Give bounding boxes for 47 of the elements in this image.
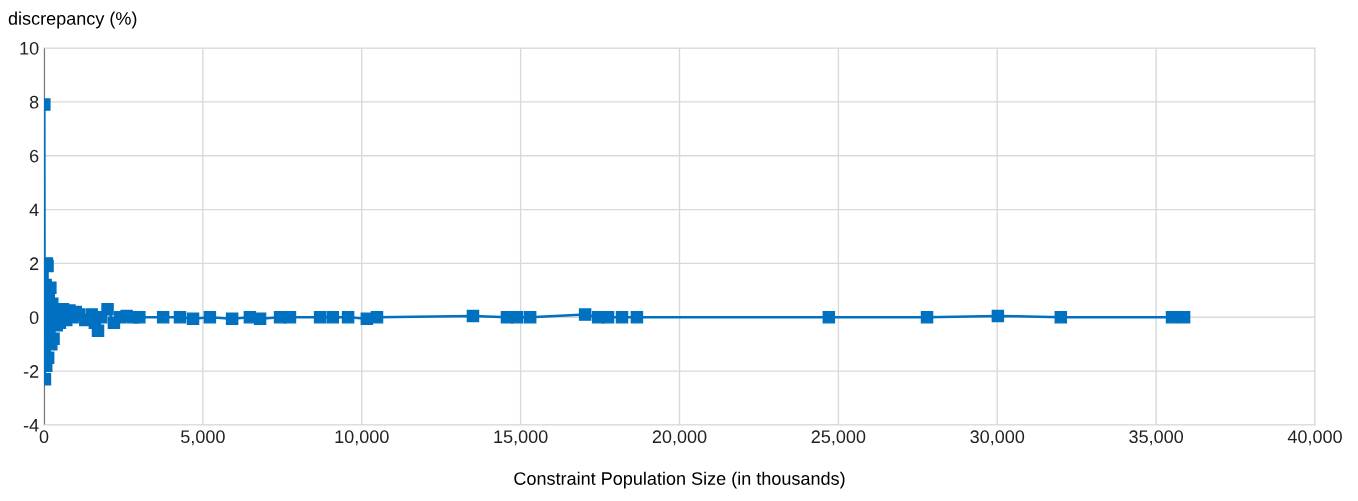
point	[341, 311, 355, 324]
x-tick-label: 25,000	[811, 430, 866, 446]
x-tick-label: 30,000	[970, 430, 1025, 446]
point	[920, 311, 934, 324]
point	[133, 311, 146, 324]
x-tick-label: 20,000	[652, 430, 707, 446]
point	[91, 324, 105, 338]
point	[1177, 311, 1191, 324]
point	[203, 311, 217, 324]
point	[47, 332, 60, 346]
point	[1165, 311, 1179, 324]
point	[523, 311, 537, 324]
y-tick-label: 0	[29, 311, 39, 325]
point	[313, 311, 327, 324]
point	[615, 311, 629, 324]
x-tick-label: 15,000	[494, 430, 548, 446]
point	[1054, 311, 1068, 324]
x-tick-label: 5,000	[181, 430, 225, 446]
point	[630, 311, 644, 324]
point	[173, 311, 187, 324]
x-tick-label: 40,000	[1287, 430, 1342, 446]
y-tick-label: -4	[23, 419, 39, 432]
point	[822, 311, 836, 324]
y-tick-label: 10	[20, 41, 39, 55]
point	[253, 312, 267, 325]
y-tick-label: 8	[29, 95, 39, 109]
y-tick-label: -2	[23, 365, 39, 378]
point	[991, 309, 1005, 323]
point	[578, 308, 592, 321]
point	[283, 311, 297, 324]
x-axis-title: Constraint Population Size (in thousands)	[514, 471, 845, 489]
y-tick-label: 6	[30, 149, 39, 163]
point	[370, 311, 384, 324]
x-tick-label: 0	[39, 430, 49, 444]
point	[156, 311, 170, 324]
point	[466, 309, 480, 323]
point	[326, 311, 340, 324]
point	[510, 311, 524, 324]
x-tick-label: 35,000	[1129, 430, 1184, 446]
point	[186, 312, 200, 325]
point	[101, 302, 114, 316]
point	[225, 312, 239, 325]
point	[601, 311, 615, 324]
y-tick-label: 2	[30, 257, 39, 270]
y-axis-title: discrepancy (%)	[8, 11, 137, 29]
y-tick-label: 4	[29, 203, 39, 217]
x-tick-label: 10,000	[335, 430, 389, 446]
